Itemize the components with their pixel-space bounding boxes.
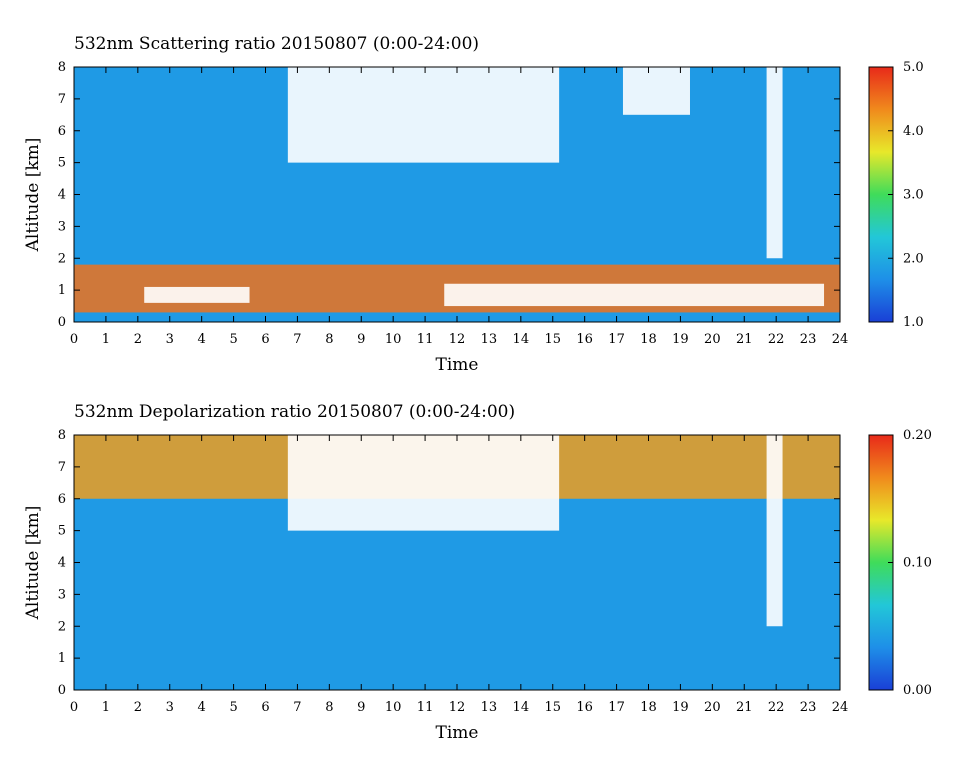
- y-tick-label: 7: [58, 92, 66, 107]
- x-tick-label: 5: [229, 700, 237, 715]
- y-axis-label: Altitude [km]: [23, 506, 43, 621]
- x-tick-label: 21: [736, 700, 753, 715]
- x-tick-label: 7: [293, 332, 301, 347]
- x-tick-label: 9: [357, 332, 365, 347]
- x-tick-label: 2: [134, 332, 142, 347]
- heatmap-feature-4: [622, 67, 690, 115]
- colorbar-tick-label: 2.0: [903, 251, 924, 266]
- heatmap-feature-1: [287, 435, 560, 531]
- x-tick-label: 23: [800, 332, 817, 347]
- y-tick-label: 8: [58, 428, 66, 443]
- x-tick-label: 1: [102, 332, 110, 347]
- x-tick-label: 18: [640, 700, 657, 715]
- colorbar-tick-label: 3.0: [903, 188, 924, 203]
- x-tick-label: 15: [544, 332, 561, 347]
- y-tick-label: 7: [58, 460, 66, 475]
- x-tick-label: 10: [385, 700, 402, 715]
- colorbar-tick-label: 0.10: [903, 556, 932, 571]
- x-tick-label: 20: [704, 332, 721, 347]
- y-tick-label: 6: [58, 492, 66, 507]
- y-tick-label: 2: [58, 251, 66, 266]
- y-axis-label: Altitude [km]: [23, 138, 43, 253]
- x-tick-label: 15: [544, 700, 561, 715]
- heatmap-feature-5: [766, 67, 783, 259]
- chart-title: 532nm Depolarization ratio 20150807 (0:0…: [74, 402, 515, 422]
- x-tick-label: 17: [608, 700, 625, 715]
- y-tick-label: 4: [58, 556, 66, 571]
- x-tick-label: 22: [768, 700, 785, 715]
- x-tick-label: 19: [672, 332, 689, 347]
- x-tick-label: 14: [513, 332, 530, 347]
- y-tick-label: 8: [58, 60, 66, 75]
- x-tick-label: 18: [640, 332, 657, 347]
- x-tick-label: 13: [481, 700, 498, 715]
- x-tick-label: 6: [261, 700, 269, 715]
- colorbar-tick-label: 0.20: [903, 428, 932, 443]
- x-tick-label: 6: [261, 332, 269, 347]
- y-tick-label: 6: [58, 124, 66, 139]
- y-tick-label: 5: [58, 524, 66, 539]
- colorbar-tick-label: 5.0: [903, 60, 924, 75]
- x-tick-label: 1: [102, 700, 110, 715]
- heatmap-feature-1: [144, 286, 250, 303]
- x-tick-label: 20: [704, 700, 721, 715]
- y-tick-label: 0: [58, 683, 66, 698]
- heatmap-feature-2: [766, 435, 783, 627]
- x-tick-label: 12: [449, 332, 466, 347]
- x-tick-label: 23: [800, 700, 817, 715]
- x-tick-label: 22: [768, 332, 785, 347]
- x-axis-label: Time: [436, 355, 479, 375]
- y-tick-label: 3: [58, 587, 66, 602]
- depolarization-ratio-panel: 532nm Depolarization ratio 20150807 (0:0…: [0, 368, 960, 753]
- depolarization-ratio-chart: 532nm Depolarization ratio 20150807 (0:0…: [23, 402, 932, 743]
- x-tick-label: 10: [385, 332, 402, 347]
- x-tick-label: 11: [417, 332, 434, 347]
- x-tick-label: 7: [293, 700, 301, 715]
- scattering-ratio-panel: 532nm Scattering ratio 20150807 (0:00-24…: [23, 34, 924, 375]
- x-tick-label: 19: [672, 700, 689, 715]
- colorbar-tick-label: 4.0: [903, 124, 924, 139]
- colorbar-tick-label: 0.00: [903, 683, 932, 698]
- x-tick-label: 4: [198, 700, 206, 715]
- x-tick-label: 0: [70, 700, 78, 715]
- y-tick-label: 2: [58, 619, 66, 634]
- y-tick-label: 4: [58, 188, 66, 203]
- x-tick-label: 5: [229, 332, 237, 347]
- heatmap-feature-3: [287, 67, 560, 163]
- colorbar-tick-label: 1.0: [903, 315, 924, 330]
- x-tick-label: 16: [576, 332, 593, 347]
- x-tick-label: 3: [166, 700, 174, 715]
- x-tick-label: 24: [832, 332, 849, 347]
- x-tick-label: 2: [134, 700, 142, 715]
- heatmap-feature-2: [444, 283, 825, 307]
- x-tick-label: 21: [736, 332, 753, 347]
- x-tick-label: 0: [70, 332, 78, 347]
- x-tick-label: 9: [357, 700, 365, 715]
- x-tick-label: 13: [481, 332, 498, 347]
- scattering-ratio-chart: 532nm Scattering ratio 20150807 (0:00-24…: [23, 34, 924, 375]
- x-tick-label: 11: [417, 700, 434, 715]
- y-tick-label: 1: [58, 651, 66, 666]
- x-tick-label: 14: [513, 700, 530, 715]
- x-tick-label: 8: [325, 332, 333, 347]
- x-tick-label: 24: [832, 700, 849, 715]
- x-tick-label: 12: [449, 700, 466, 715]
- y-tick-label: 0: [58, 315, 66, 330]
- x-tick-label: 4: [198, 332, 206, 347]
- x-axis-label: Time: [436, 723, 479, 743]
- chart-title: 532nm Scattering ratio 20150807 (0:00-24…: [74, 34, 479, 54]
- x-tick-label: 17: [608, 332, 625, 347]
- x-tick-label: 8: [325, 700, 333, 715]
- y-tick-label: 5: [58, 156, 66, 171]
- y-tick-label: 1: [58, 283, 66, 298]
- x-tick-label: 3: [166, 332, 174, 347]
- y-tick-label: 3: [58, 219, 66, 234]
- x-tick-label: 16: [576, 700, 593, 715]
